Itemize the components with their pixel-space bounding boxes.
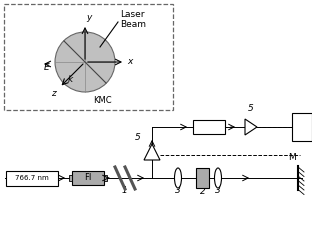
Polygon shape bbox=[144, 144, 160, 160]
Text: 1: 1 bbox=[121, 186, 127, 195]
Text: KMC: KMC bbox=[93, 96, 112, 105]
Text: 5: 5 bbox=[135, 133, 141, 142]
Text: M: M bbox=[288, 153, 296, 162]
Text: Laser: Laser bbox=[120, 10, 144, 19]
Text: y: y bbox=[86, 13, 91, 22]
Text: k: k bbox=[68, 76, 73, 84]
Text: Beam: Beam bbox=[120, 20, 146, 29]
Ellipse shape bbox=[174, 168, 182, 188]
Polygon shape bbox=[245, 119, 257, 135]
Text: 766.7 nm: 766.7 nm bbox=[15, 175, 49, 181]
Ellipse shape bbox=[215, 168, 222, 188]
Circle shape bbox=[55, 32, 115, 92]
Text: z: z bbox=[51, 89, 56, 99]
Bar bbox=[69, 175, 72, 181]
Text: E: E bbox=[44, 63, 50, 72]
Bar bbox=[72, 171, 104, 185]
Text: FI: FI bbox=[84, 173, 92, 183]
Bar bbox=[193, 120, 225, 134]
Text: 4: 4 bbox=[206, 123, 212, 131]
Text: 3: 3 bbox=[175, 186, 181, 195]
Text: 6: 6 bbox=[299, 123, 305, 131]
Text: 5: 5 bbox=[248, 104, 254, 113]
Bar bbox=[292, 113, 312, 141]
Bar bbox=[104, 175, 107, 181]
Text: 2: 2 bbox=[200, 187, 205, 196]
Bar bbox=[196, 168, 209, 188]
Text: 3: 3 bbox=[215, 186, 221, 195]
Bar bbox=[6, 171, 58, 186]
Text: x: x bbox=[127, 57, 132, 67]
